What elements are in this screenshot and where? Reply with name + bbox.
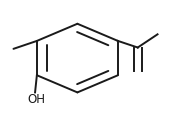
Text: OH: OH <box>28 93 46 106</box>
